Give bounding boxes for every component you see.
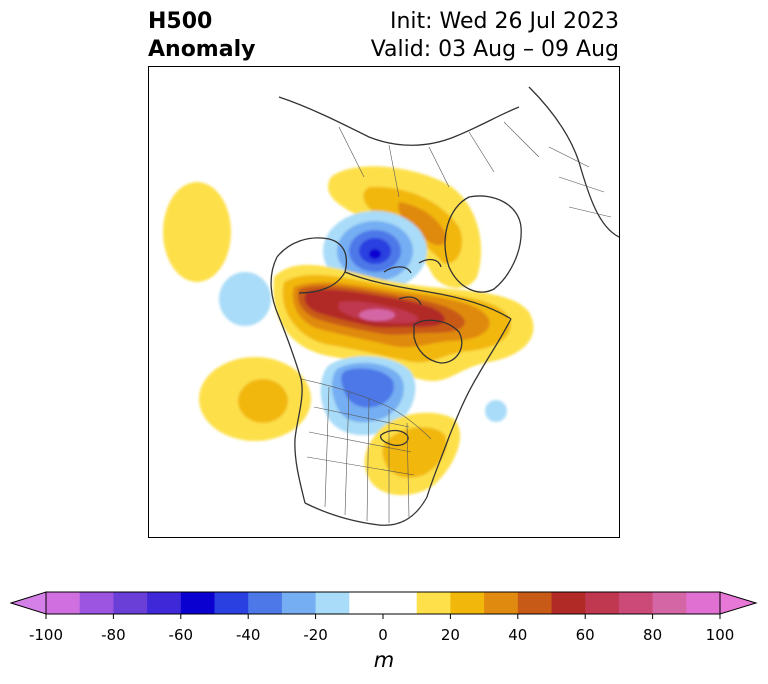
coastline-east-north-america: [426, 318, 512, 498]
colorbar-bin: [383, 592, 418, 614]
colorbar-bin: [281, 592, 317, 614]
init-date: Init: Wed 26 Jul 2023: [389, 9, 619, 34]
coastline-west-north-america: [270, 256, 306, 504]
colorbar-bin: [517, 592, 552, 614]
anomaly-negative-arctic-core: [369, 249, 381, 259]
anomaly-negative-prairies-3: [341, 368, 394, 408]
colorbar-tick-label: 60: [575, 626, 595, 644]
coastline-great-lakes: [379, 429, 409, 447]
colorbar-bin: [248, 592, 283, 614]
colorbar-bin: [349, 592, 384, 614]
colorbar-tick-label: 0: [378, 626, 388, 644]
colorbar-bin: [686, 592, 721, 614]
colorbar-bin: [315, 592, 350, 614]
colorbar-tick-label: 80: [643, 626, 663, 644]
colorbar-bin: [652, 592, 687, 614]
colorbar: [10, 591, 758, 619]
coastline-central-america: [304, 496, 428, 526]
coastline-hudson-bay: [413, 319, 463, 364]
colorbar-bin: [416, 592, 451, 614]
colorbar-tick-label: 40: [508, 626, 528, 644]
anomaly-negative-north-atlantic: [485, 400, 507, 422]
border-us-canada: [300, 378, 432, 440]
colorbar-bin: [214, 592, 249, 614]
colorbar-unit-label: m: [373, 648, 395, 672]
colorbar-tick-label: -60: [168, 626, 194, 644]
anomaly-positive-canada-ridge-core: [359, 309, 395, 321]
colorbar-bin: [79, 592, 114, 614]
anomaly-contours: [163, 166, 534, 496]
colorbar-tick-label: -40: [235, 626, 261, 644]
coastline-arctic-canada: [344, 271, 512, 320]
valid-range: Valid: 03 Aug – 09 Aug: [370, 37, 619, 62]
anomaly-positive-siberia-inner: [398, 202, 447, 246]
coastline-greenland: [444, 195, 522, 293]
plot-dates: Init: Wed 26 Jul 2023 Valid: 03 Aug – 09…: [371, 8, 619, 64]
colorbar-tick-label: 100: [705, 626, 735, 644]
colorbar-bin: [147, 592, 182, 614]
anomaly-positive-ne-pacific: [163, 182, 231, 282]
anomaly-positive-subtropical-pacific-core: [238, 379, 288, 423]
colorbar-tick-label: -20: [303, 626, 328, 644]
colorbar-over-arrow: [719, 591, 758, 615]
anomaly-map: [148, 66, 620, 538]
colorbar-under-arrow: [10, 591, 47, 615]
border-europe: [548, 146, 612, 218]
colorbar-bin: [450, 592, 485, 614]
anomaly-negative-gulf-of-alaska: [219, 272, 271, 326]
colorbar-bin: [618, 592, 654, 614]
coastline-arctic-archipelago: [383, 258, 442, 306]
colorbar-bin: [551, 592, 586, 614]
colorbar-ticks: [45, 614, 721, 619]
colorbar-bin: [484, 592, 519, 614]
colorbar-tick-label: 20: [440, 626, 460, 644]
coastline-alaska: [276, 237, 348, 294]
border-states: [306, 386, 415, 523]
title-line-2: Anomaly: [148, 37, 256, 62]
plot-title: H500 Anomaly: [148, 8, 255, 64]
colorbar-tick-label: -80: [101, 626, 126, 644]
map-canvas: [163, 86, 619, 526]
colorbar-bin: [46, 592, 81, 614]
colorbar-bin: [585, 592, 620, 614]
coastline-eurasia: [278, 96, 520, 146]
colorbar-bin: [180, 592, 215, 614]
colorbar-bin: [113, 592, 148, 614]
border-russia: [338, 121, 540, 198]
coastline-europe: [528, 86, 619, 238]
colorbar-bins: [46, 592, 721, 614]
coastlines: [270, 86, 619, 526]
anomaly-positive-eastern-us-core: [382, 427, 447, 478]
political-borders: [300, 121, 612, 523]
colorbar-tick-label: -100: [28, 626, 64, 644]
title-line-1: H500: [148, 9, 213, 34]
